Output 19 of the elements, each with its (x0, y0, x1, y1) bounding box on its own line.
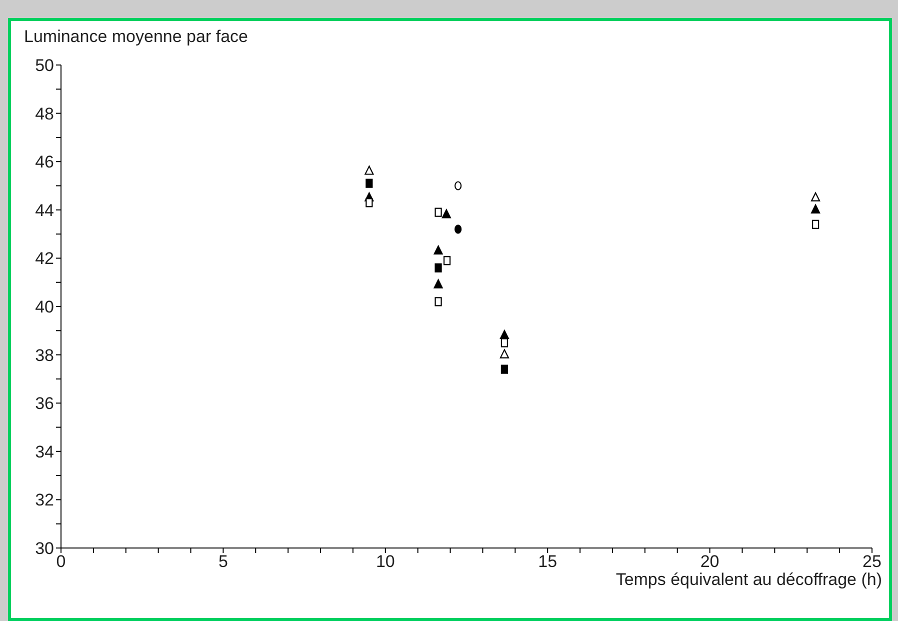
y-tick-label: 42 (35, 249, 54, 268)
x-tick-label: 0 (56, 552, 66, 572)
y-tick-label: 50 (35, 56, 54, 76)
y-tick-label: 46 (35, 152, 54, 172)
x-tick-label: 10 (376, 552, 395, 572)
x-tick-label: 25 (862, 552, 882, 572)
x-axis-title: Temps équivalent au décoffrage (h) (616, 570, 882, 590)
x-tick-label: 5 (218, 552, 228, 572)
y-tick-label: 38 (35, 346, 54, 365)
y-tick-label: 44 (35, 200, 54, 220)
y-tick-label: 48 (35, 104, 54, 124)
y-tick-label: 30 (35, 539, 54, 558)
x-tick-label: 20 (700, 552, 720, 572)
y-tick-label: 36 (35, 394, 54, 414)
x-tick-label: 15 (538, 552, 558, 572)
y-tick-label: 34 (35, 442, 54, 462)
y-tick-label: 32 (35, 490, 54, 510)
y-tick-label: 40 (35, 298, 54, 317)
y-axis-title: Luminance moyenne par face (24, 27, 248, 47)
